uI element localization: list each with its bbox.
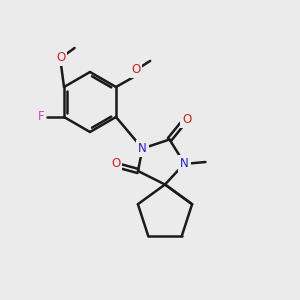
Text: F: F — [38, 110, 45, 124]
Text: O: O — [112, 157, 121, 170]
Text: N: N — [138, 142, 147, 155]
Text: N: N — [180, 157, 189, 170]
Text: O: O — [131, 63, 141, 76]
Text: O: O — [56, 51, 66, 64]
Text: O: O — [182, 113, 191, 126]
